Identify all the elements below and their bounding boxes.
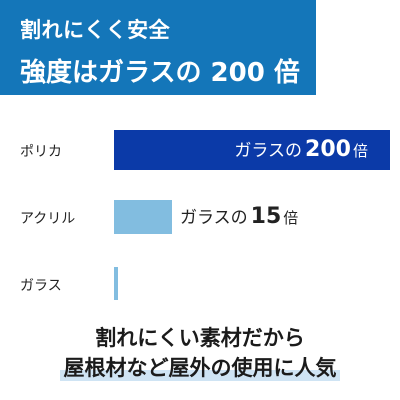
bar (114, 267, 118, 300)
bar-value-prefix: ガラスの (234, 141, 303, 161)
bar (114, 200, 172, 234)
bar-value-label: ガラスの 15 倍 (180, 203, 298, 229)
headline-line1: 割れにくく安全 (20, 18, 171, 42)
headline-line2: 強度はガラスの 200 倍 (20, 58, 300, 88)
footer-line2: 屋根材など屋外の使用に人気 (63, 356, 337, 380)
bar-value-number: 200 (305, 137, 351, 162)
headline-banner: 割れにくく安全 強度はガラスの 200 倍 (0, 0, 316, 95)
bar-value-label: ガラスの 200 倍 (234, 136, 368, 162)
bar-value-number: 15 (250, 204, 282, 229)
bar-value-unit: 倍 (352, 142, 368, 160)
category-label: ガラス (20, 277, 62, 294)
bar-value-unit: 倍 (283, 209, 299, 227)
category-label: アクリル (20, 211, 76, 227)
text-highlight (60, 370, 340, 381)
bar-value-prefix: ガラスの (180, 208, 248, 228)
footer-line1: 割れにくい素材だから (95, 326, 305, 350)
bar (114, 130, 390, 170)
category-label: ポリカ (20, 144, 62, 160)
